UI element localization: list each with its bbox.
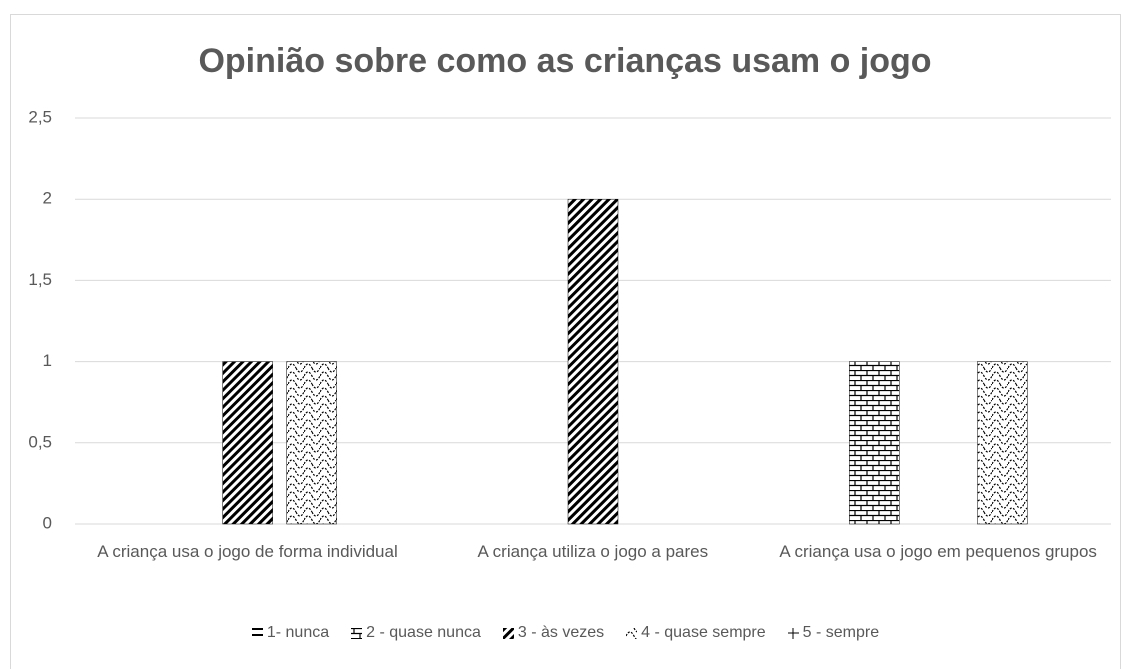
y-tick-label: 0 <box>43 513 52 532</box>
legend-swatch <box>787 627 799 639</box>
legend-swatch-fill <box>502 627 514 639</box>
legend-label: 2 - quase nunca <box>366 624 481 641</box>
y-tick-label: 0,5 <box>28 432 52 451</box>
legend-item: 1- nunca <box>251 624 330 642</box>
legend-swatch-fill <box>787 627 799 639</box>
legend-label: 1- nunca <box>266 624 330 641</box>
legend-swatch <box>251 627 263 639</box>
x-tick-label: A criança usa o jogo em pequenos grupos <box>779 542 1097 561</box>
legend-swatch <box>351 627 363 639</box>
legend-swatch <box>626 627 638 639</box>
y-tick-label: 1 <box>43 351 52 370</box>
y-tick-label: 2 <box>43 189 52 208</box>
bar <box>567 198 619 525</box>
legend-item: 5 - sempre <box>787 624 880 642</box>
bar <box>849 361 900 525</box>
bar <box>977 361 1028 525</box>
legend-swatch-fill <box>251 627 263 639</box>
legend-swatch-fill <box>351 627 363 639</box>
legend-item: 2 - quase nunca <box>351 624 481 642</box>
legend-item: 3 - às vezes <box>502 624 605 642</box>
legend-label: 4 - quase sempre <box>641 624 766 641</box>
legend-swatch-fill <box>626 627 638 639</box>
legend-swatch <box>502 627 514 639</box>
y-tick-label: 1,5 <box>28 270 52 289</box>
legend: 1- nunca 2 - quase nunca 3 - às vezes 4 - q… <box>0 624 1131 642</box>
legend-item: 4 - quase sempre <box>626 624 766 642</box>
x-tick-label: A criança utiliza o jogo a pares <box>477 542 709 561</box>
bar <box>222 361 273 525</box>
y-tick-label: 2,5 <box>28 107 52 126</box>
chart-title: Opinião sobre como as crianças usam o jo… <box>198 42 931 80</box>
chart-border <box>10 14 1121 669</box>
bar <box>286 361 337 525</box>
x-tick-label: A criança usa o jogo de forma individual <box>97 542 398 561</box>
legend-label: 5 - sempre <box>802 624 880 641</box>
legend-label: 3 - às vezes <box>517 624 605 641</box>
